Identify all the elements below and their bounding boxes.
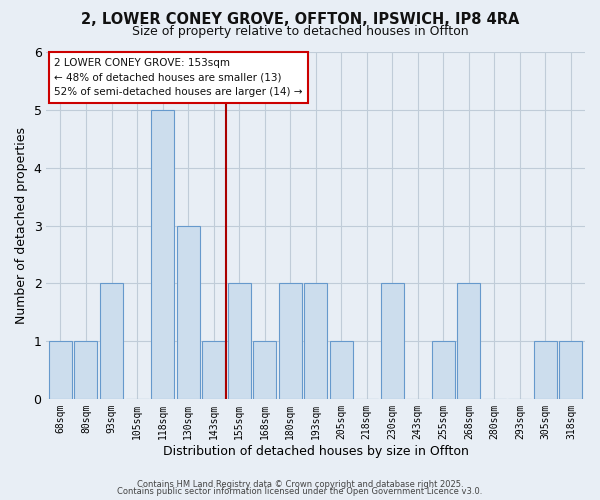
Bar [176,226,200,399]
Bar [202,341,225,399]
Y-axis label: Number of detached properties: Number of detached properties [15,127,28,324]
Bar [151,110,174,399]
Text: Contains public sector information licensed under the Open Government Licence v3: Contains public sector information licen… [118,487,482,496]
Bar [432,341,455,399]
Bar [457,284,481,399]
Bar [330,341,353,399]
Bar [534,341,557,399]
Text: Size of property relative to detached houses in Offton: Size of property relative to detached ho… [131,25,469,38]
Text: 2 LOWER CONEY GROVE: 153sqm
← 48% of detached houses are smaller (13)
52% of sem: 2 LOWER CONEY GROVE: 153sqm ← 48% of det… [55,58,303,98]
Bar [100,284,123,399]
Bar [227,284,251,399]
Bar [304,284,327,399]
Text: Contains HM Land Registry data © Crown copyright and database right 2025.: Contains HM Land Registry data © Crown c… [137,480,463,489]
Text: 2, LOWER CONEY GROVE, OFFTON, IPSWICH, IP8 4RA: 2, LOWER CONEY GROVE, OFFTON, IPSWICH, I… [81,12,519,28]
Bar [278,284,302,399]
Bar [253,341,276,399]
Bar [381,284,404,399]
X-axis label: Distribution of detached houses by size in Offton: Distribution of detached houses by size … [163,444,469,458]
Bar [49,341,72,399]
Bar [559,341,583,399]
Bar [74,341,97,399]
